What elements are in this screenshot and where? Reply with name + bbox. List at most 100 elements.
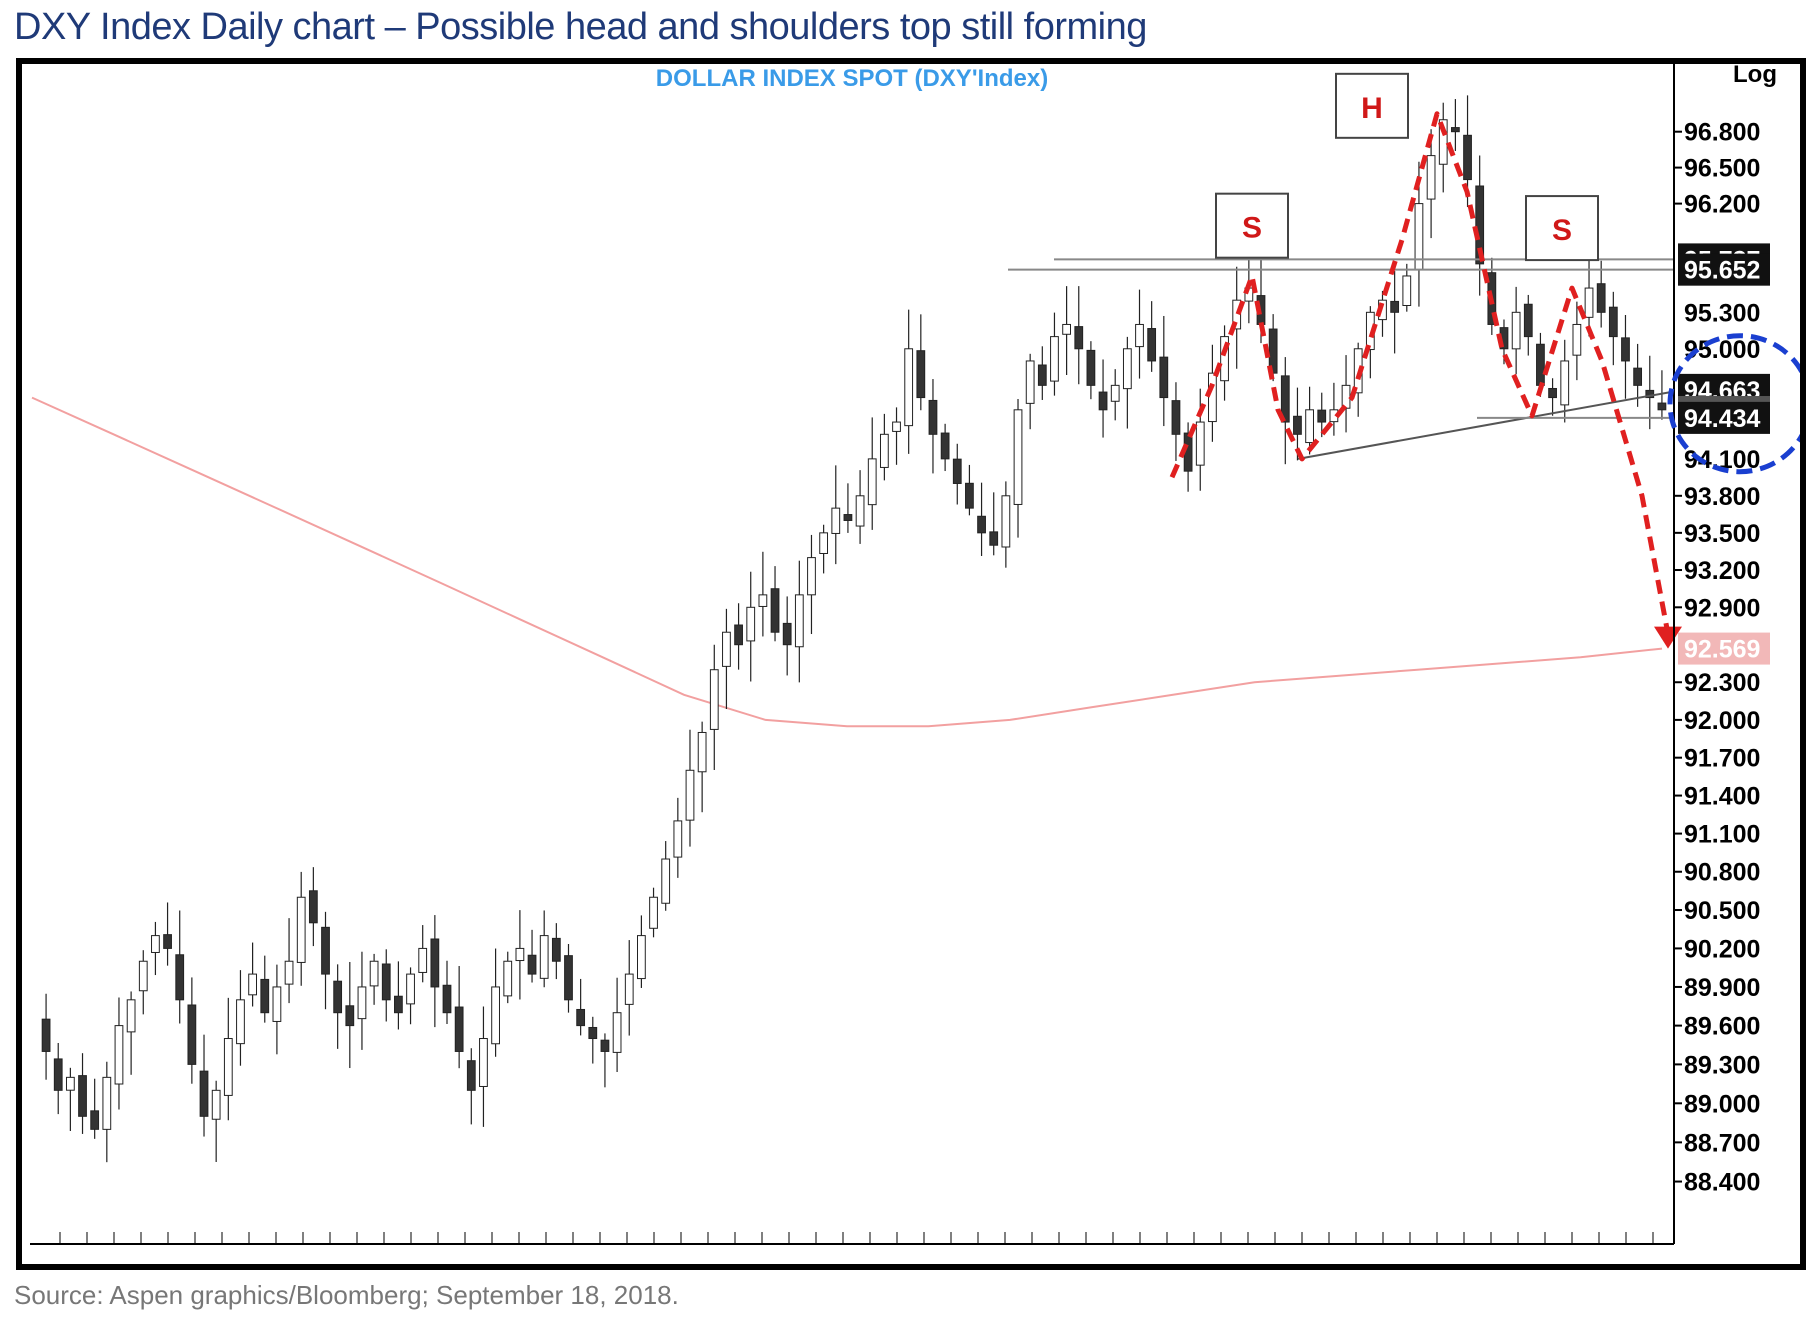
candle-body [819, 532, 829, 554]
y-tick-label: 92.900 [1684, 594, 1760, 622]
candle-body [1451, 127, 1460, 133]
candle-body [272, 986, 282, 1022]
candle-body [138, 960, 148, 992]
candle-body [855, 495, 865, 527]
candle-body [1074, 326, 1084, 350]
y-tick-label: 90.500 [1684, 897, 1760, 925]
price-tag-label: 95.652 [1684, 257, 1760, 285]
candle [1548, 378, 1557, 416]
candle [515, 910, 525, 1000]
candle [102, 1061, 112, 1163]
candle [272, 964, 282, 1055]
candle-body [236, 999, 245, 1045]
pattern-label: S [1215, 192, 1289, 259]
candle-body [1560, 360, 1570, 406]
candle [1062, 286, 1071, 376]
candle-body [746, 606, 756, 642]
y-tick-label: 91.700 [1684, 745, 1760, 773]
candle [114, 997, 124, 1110]
candle-body [1645, 389, 1655, 399]
candle [406, 967, 415, 1025]
candle [381, 949, 391, 1022]
candle [1621, 315, 1630, 399]
candle [819, 524, 829, 574]
candle [879, 413, 889, 481]
candle [199, 1034, 209, 1137]
candle [758, 551, 768, 637]
candle [369, 953, 379, 1005]
candle [1305, 386, 1314, 455]
candle [65, 1067, 75, 1131]
pattern-label-box [1525, 195, 1599, 262]
candle-body [1159, 356, 1169, 399]
price-tag-bg [1678, 632, 1770, 665]
candle-body [673, 820, 683, 858]
candle-body [479, 1038, 488, 1087]
candle-body [1232, 299, 1242, 330]
source-note: Source: Aspen graphics/Bloomberg; Septem… [14, 1280, 679, 1310]
candle [1560, 339, 1570, 423]
candle-body [758, 594, 768, 607]
candle-body [1402, 275, 1412, 307]
candle [236, 970, 245, 1066]
chart-svg: S H S 96.800 96.500 96.200 93.800 93.500 93.200… [30, 64, 1800, 1245]
candle [685, 729, 695, 847]
head-shoulders-outline [1169, 111, 1673, 646]
candle-body [442, 984, 452, 1014]
pattern-label-box [1215, 192, 1289, 259]
candle-body [709, 669, 719, 730]
y-tick-label: 91.100 [1684, 821, 1760, 849]
candle-body [248, 973, 257, 996]
candle [588, 1016, 598, 1064]
candle-body [114, 1025, 124, 1085]
candle [138, 950, 148, 1015]
candle-body [1536, 343, 1545, 386]
candle [260, 955, 270, 1023]
candle-body [1621, 337, 1630, 362]
candle [1451, 99, 1460, 151]
candle-body [624, 973, 634, 1005]
candle [126, 991, 136, 1075]
candle-body [406, 973, 415, 1005]
price-tag: 92.569 [1678, 632, 1770, 665]
candle-body [770, 588, 780, 633]
candle [794, 560, 804, 683]
candle [673, 797, 683, 878]
candle-body [1098, 391, 1108, 411]
candle-body [430, 938, 440, 988]
price-tag-bg [1678, 253, 1770, 286]
moving-average-line [31, 396, 1663, 728]
candle-body [454, 1006, 464, 1052]
candle-body [369, 960, 379, 987]
candle-body [1548, 387, 1557, 399]
candle-body [843, 514, 853, 521]
candle [357, 951, 367, 1050]
candle-body [394, 995, 403, 1014]
y-tick-label: 89.300 [1684, 1051, 1760, 1079]
candle [1208, 344, 1217, 442]
candle [296, 871, 306, 986]
candle-body [1195, 421, 1205, 466]
candle-body [515, 947, 525, 962]
candle-body [1013, 409, 1023, 505]
pattern-label: H [1335, 72, 1409, 139]
candle [1511, 286, 1521, 375]
candle [1171, 382, 1181, 461]
candle [1159, 315, 1169, 427]
candle [1025, 353, 1035, 430]
candle [187, 977, 197, 1084]
candle-body [1608, 306, 1618, 338]
candle [78, 1053, 87, 1134]
candle [1147, 301, 1157, 372]
candle-body [1086, 349, 1096, 386]
candle [479, 1006, 488, 1127]
candle [867, 417, 877, 530]
price-tag: 95.652 [1678, 253, 1770, 286]
candle [709, 644, 719, 770]
candle [151, 921, 160, 976]
candle-body [1147, 328, 1157, 362]
y-tick-label: 90.200 [1684, 935, 1760, 963]
candle-body [892, 421, 901, 432]
candle-body [685, 769, 695, 821]
candle [53, 1042, 63, 1115]
